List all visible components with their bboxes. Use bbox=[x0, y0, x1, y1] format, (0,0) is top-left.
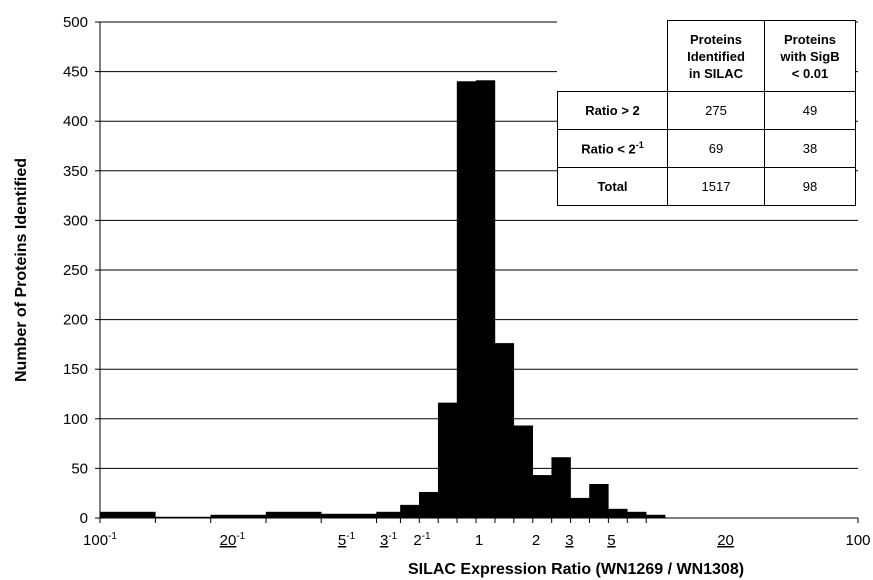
histogram-bar bbox=[265, 511, 322, 519]
table-row: Ratio < 2-1 69 38 bbox=[557, 129, 856, 168]
histogram-bar bbox=[320, 513, 377, 519]
y-tick-label: 500 bbox=[63, 14, 88, 31]
histogram-bar bbox=[400, 504, 420, 519]
histogram-bar bbox=[589, 484, 609, 519]
y-tick-label: 450 bbox=[63, 64, 88, 81]
y-tick-label: 400 bbox=[63, 113, 88, 130]
x-tick-label: 100 bbox=[845, 532, 870, 549]
table-cell: 98 bbox=[764, 167, 856, 206]
row-label: Total bbox=[557, 167, 668, 206]
x-tick-label: 20 bbox=[717, 532, 734, 549]
histogram-bar bbox=[627, 511, 647, 519]
histogram-bar bbox=[437, 402, 458, 519]
x-tick-label: 5 bbox=[607, 532, 615, 549]
x-tick-label: 2-1 bbox=[413, 531, 431, 549]
x-tick-label: 1 bbox=[475, 532, 483, 549]
table-cell: 69 bbox=[667, 129, 765, 168]
table-cell: 275 bbox=[667, 91, 765, 130]
x-tick-label: 100-1 bbox=[83, 531, 117, 549]
histogram-bars bbox=[99, 80, 666, 519]
histogram-bar bbox=[475, 80, 496, 519]
histogram-bar bbox=[513, 425, 534, 519]
table-row: Ratio > 2 275 49 bbox=[557, 91, 856, 130]
y-tick-label: 350 bbox=[63, 163, 88, 180]
summary-table: Proteins Identified in SILAC Proteins wi… bbox=[557, 20, 856, 206]
x-axis-title: SILAC Expression Ratio (WN1269 / WN1308) bbox=[408, 561, 744, 578]
x-tick-label: 20-1 bbox=[220, 531, 246, 549]
histogram-bar bbox=[376, 511, 401, 519]
x-tick-label: 2 bbox=[532, 532, 540, 549]
histogram-bar bbox=[551, 457, 571, 519]
header-line: < 0.01 bbox=[791, 65, 829, 81]
y-tick-label: 150 bbox=[63, 361, 88, 378]
header-line: in SILAC bbox=[688, 65, 744, 81]
axes bbox=[95, 21, 859, 523]
y-tick-label: 200 bbox=[63, 312, 88, 329]
histogram-bar bbox=[532, 475, 552, 519]
histogram-bar bbox=[494, 343, 515, 519]
table-cell: 1517 bbox=[667, 167, 765, 206]
header-line: Proteins bbox=[783, 31, 836, 47]
table-header-identified: Proteins Identified in SILAC bbox=[667, 20, 765, 92]
y-axis-title: Number of Proteins Identified bbox=[13, 158, 30, 382]
y-tick-label: 300 bbox=[63, 212, 88, 229]
header-line: with SigB bbox=[780, 48, 840, 64]
header-line: Identified bbox=[687, 48, 745, 64]
table-corner bbox=[557, 20, 668, 92]
y-tick-label: 0 bbox=[80, 510, 88, 527]
y-tick-label: 100 bbox=[63, 411, 88, 428]
y-tick-label: 250 bbox=[63, 262, 88, 279]
histogram-bar bbox=[570, 497, 590, 519]
row-label: Ratio < 2-1 bbox=[557, 129, 668, 168]
x-tick-labels: 100-1 20-1 5-1 3-1 2-1 1 2 3 5 20 100 bbox=[83, 531, 870, 549]
histogram-bar bbox=[608, 508, 628, 519]
table-cell: 38 bbox=[764, 129, 856, 168]
x-tick-label: 5-1 bbox=[338, 531, 356, 549]
table-header-sigb: Proteins with SigB < 0.01 bbox=[764, 20, 856, 92]
x-tick-label: 3 bbox=[565, 532, 573, 549]
header-line: Proteins bbox=[689, 31, 742, 47]
table-header-row: Proteins Identified in SILAC Proteins wi… bbox=[557, 20, 856, 92]
y-tick-labels: 0 50 100 150 200 250 300 350 400 450 500 bbox=[63, 14, 88, 527]
histogram-bar bbox=[99, 511, 156, 519]
y-tick-label: 50 bbox=[71, 460, 88, 477]
row-label: Ratio > 2 bbox=[557, 91, 668, 130]
x-tick-label: 3-1 bbox=[380, 531, 398, 549]
histogram-bar bbox=[419, 491, 439, 519]
histogram-bar bbox=[456, 81, 477, 519]
table-cell: 49 bbox=[764, 91, 856, 130]
table-row: Total 1517 98 bbox=[557, 167, 856, 206]
